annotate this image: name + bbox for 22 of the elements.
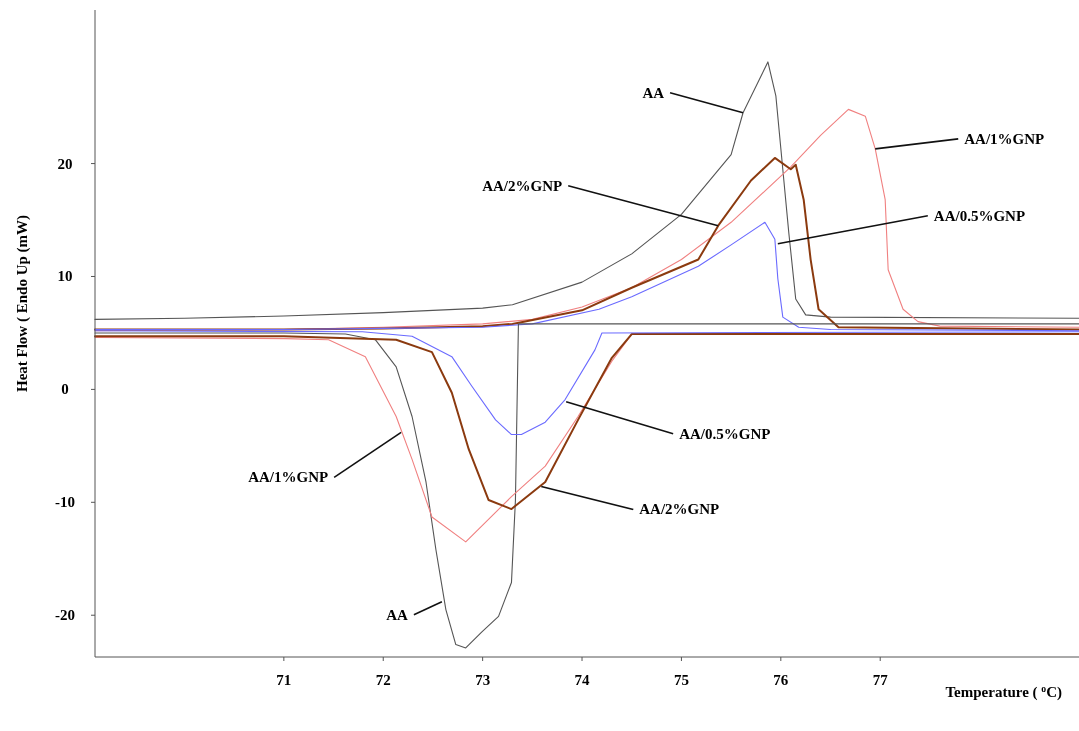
annotation: AA — [386, 606, 409, 623]
x-tick-label: 75 — [673, 672, 689, 688]
x-tick-label: 72 — [375, 672, 391, 688]
annotation: AA/1%GNP — [964, 130, 1045, 147]
y-tick-label: 20 — [57, 155, 73, 172]
x-tick-label: 77 — [872, 672, 889, 688]
y-tick-label: 0 — [61, 381, 69, 398]
annotation: AA/0.5%GNP — [933, 207, 1026, 224]
y-tick-label: 10 — [57, 268, 73, 285]
annotation: AA/1%GNP — [248, 469, 329, 486]
y-tick-label: -10 — [55, 494, 75, 511]
annotation: AA/2%GNP — [639, 501, 720, 518]
annotation: AA/2%GNP — [482, 177, 563, 194]
x-axis-title: Temperature ( $^{o}$C) — [945, 682, 1062, 701]
x-tick-label: 71 — [276, 672, 292, 688]
annotation: AA/0.5%GNP — [679, 425, 771, 442]
y-tick-label: -20 — [55, 607, 75, 624]
annotation: AA — [642, 84, 665, 101]
x-tick-label: 76 — [773, 672, 789, 688]
y-axis-title: Heat Flow ( Endo Up (mW) — [14, 214, 31, 393]
x-tick-label: 74 — [574, 672, 591, 688]
x-tick-label: 73 — [475, 672, 491, 688]
